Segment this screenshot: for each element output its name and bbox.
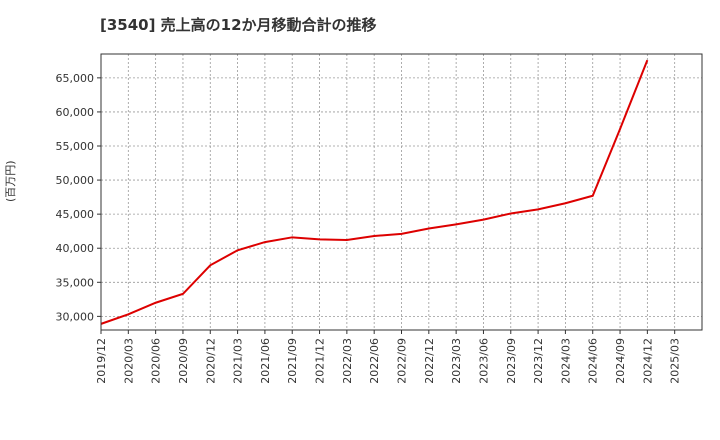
x-tick-label: 2021/09	[286, 338, 299, 384]
x-tick-label: 2021/03	[232, 338, 245, 384]
y-tick-label: 60,000	[56, 106, 95, 119]
y-tick-label: 30,000	[56, 310, 95, 323]
x-tick-label: 2024/03	[559, 338, 572, 384]
x-tick-label: 2021/12	[314, 338, 327, 384]
chart-title: [3540] 売上高の12か月移動合計の推移	[100, 16, 377, 34]
x-tick-label: 2023/03	[450, 338, 463, 384]
x-tick-label: 2020/06	[150, 338, 163, 384]
x-tick-label: 2024/12	[641, 338, 654, 384]
x-tick-label: 2024/09	[614, 338, 627, 384]
gridlines	[101, 54, 702, 330]
y-tick-label: 65,000	[56, 72, 95, 85]
x-axis-ticks: 2019/12 2020/03 2020/06 2020/09 2020/12 2021/…	[95, 330, 682, 384]
x-tick-label: 2022/09	[396, 338, 409, 384]
x-tick-label: 2023/06	[477, 338, 490, 384]
x-tick-label: 2023/12	[532, 338, 545, 384]
x-tick-label: 2022/12	[423, 338, 436, 384]
plot-frame	[100, 53, 703, 331]
series-line	[100, 59, 649, 325]
y-tick-label: 45,000	[56, 208, 95, 221]
x-tick-label: 2020/09	[177, 338, 190, 384]
y-tick-label: 40,000	[56, 242, 95, 255]
x-tick-label: 2022/03	[341, 338, 354, 384]
x-tick-label: 2022/06	[368, 338, 381, 384]
y-tick-label: 55,000	[56, 140, 95, 153]
x-tick-label: 2019/12	[95, 338, 108, 384]
y-axis-ticks: 30,000 35,000 40,000 45,000 50,000 55,000 60,0…	[56, 72, 101, 323]
x-tick-label: 2020/12	[204, 338, 217, 384]
y-tick-label: 50,000	[56, 174, 95, 187]
x-tick-label: 2021/06	[259, 338, 272, 384]
x-tick-label: 2023/09	[505, 338, 518, 384]
x-tick-label: 2025/03	[669, 338, 682, 384]
x-tick-label: 2020/03	[122, 338, 135, 384]
y-tick-label: 35,000	[56, 276, 95, 289]
x-tick-label: 2024/06	[587, 338, 600, 384]
